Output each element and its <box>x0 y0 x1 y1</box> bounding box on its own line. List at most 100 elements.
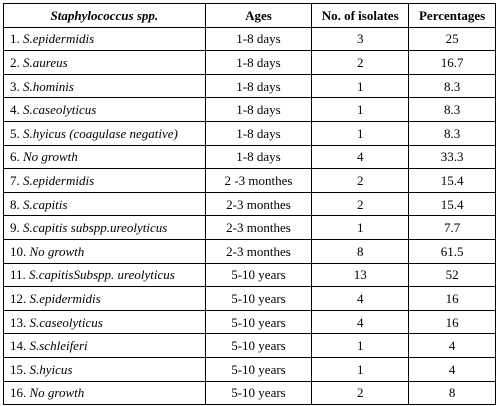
age-cell: 5-10 years <box>204 262 313 288</box>
species-cell: 13. S.caseolyticus <box>3 309 206 335</box>
percentage-cell: 25 <box>408 26 496 52</box>
isolates-cell: 4 <box>311 286 410 311</box>
species-name: S.hyicus (coagulase negative) <box>23 125 178 141</box>
table-row: 14. S.schleiferi 5-10 years 1 4 <box>3 333 496 358</box>
table-row: 12. S.epidermidis 5-10 years 4 16 <box>3 286 496 311</box>
row-number: 13. <box>10 314 27 330</box>
age-cell: 1-8 days <box>204 120 313 146</box>
species-name: S.capitisSubspp. ureolyticus <box>29 267 175 283</box>
species-cell: 4. S.caseolyticus <box>3 97 206 122</box>
age-cell: 1-8 days <box>204 50 313 75</box>
species-name: S.epidermidis <box>23 172 95 188</box>
percentage-cell: 7.7 <box>408 215 496 240</box>
table-row: 4. S.caseolyticus 1-8 days 1 8.3 <box>3 97 496 122</box>
row-number: 11. <box>10 267 26 283</box>
percentage-cell: 16 <box>408 309 496 335</box>
age-cell: 2-3 monthes <box>204 215 313 240</box>
isolates-cell: 1 <box>311 356 410 382</box>
isolates-cell: 1 <box>311 333 410 358</box>
table-row: 15. S.hyicus 5-10 years 1 4 <box>3 356 496 382</box>
row-number: 6. <box>10 149 20 165</box>
percentage-cell: 33.3 <box>408 144 496 170</box>
table-row: 2. S.aureus 1-8 days 2 16.7 <box>3 50 496 75</box>
age-cell: 1-8 days <box>204 73 313 99</box>
species-cell: 7. S.epidermidis <box>3 168 206 193</box>
row-number: 8. <box>10 196 20 212</box>
species-cell: 10. No growth <box>3 238 206 264</box>
isolates-cell: 8 <box>311 238 410 264</box>
table-row: 13. S.caseolyticus 5-10 years 4 16 <box>3 309 496 335</box>
table-row: 10. No growth 2-3 monthes 8 61.5 <box>3 238 496 264</box>
species-name: No growth <box>29 385 85 401</box>
species-name: S.capitis subspp.ureolyticus <box>23 220 168 236</box>
row-number: 10. <box>10 243 27 259</box>
isolates-cell: 1 <box>311 73 410 99</box>
age-cell: 1-8 days <box>204 144 313 170</box>
species-cell: 12. S.epidermidis <box>3 286 206 311</box>
species-cell: 16. No growth <box>3 380 206 406</box>
species-name: S.aureus <box>23 54 68 70</box>
isolates-cell: 2 <box>311 168 410 193</box>
row-number: 2. <box>10 54 20 70</box>
percentage-cell: 15.4 <box>408 168 496 193</box>
age-cell: 2 -3 monthes <box>204 168 313 193</box>
species-cell: 11. S.capitisSubspp. ureolyticus <box>3 262 206 288</box>
header-isolates: No. of isolates <box>311 3 410 28</box>
species-name: S.hominis <box>23 78 74 94</box>
table-row: 8. S.capitis 2-3 monthes 2 15.4 <box>3 191 496 217</box>
isolates-cell: 4 <box>311 144 410 170</box>
table-row: 1. S.epidermidis 1-8 days 3 25 <box>3 26 496 52</box>
species-name: S.caseolyticus <box>29 314 103 330</box>
percentage-cell: 52 <box>408 262 496 288</box>
isolates-cell: 4 <box>311 309 410 335</box>
row-number: 15. <box>10 361 27 377</box>
species-cell: 6. No growth <box>3 144 206 170</box>
table-row: 9. S.capitis subspp.ureolyticus 2-3 month… <box>3 215 496 240</box>
species-cell: 2. S.aureus <box>3 50 206 75</box>
header-species: Staphylococcus spp. <box>3 3 206 28</box>
species-name: S.schleiferi <box>29 338 88 354</box>
species-name: S.capitis <box>23 196 68 212</box>
age-cell: 5-10 years <box>204 286 313 311</box>
table-row: 11. S.capitisSubspp. ureolyticus 5-10 yea… <box>3 262 496 288</box>
isolates-cell: 1 <box>311 215 410 240</box>
percentage-cell: 8.3 <box>408 97 496 122</box>
row-number: 14. <box>10 338 27 354</box>
isolates-cell: 13 <box>311 262 410 288</box>
species-name: No growth <box>23 149 78 165</box>
row-number: 3. <box>10 78 20 94</box>
isolates-cell: 1 <box>311 97 410 122</box>
species-name: S.hyicus <box>29 361 73 377</box>
percentage-cell: 61.5 <box>408 238 496 264</box>
age-cell: 2-3 monthes <box>204 191 313 217</box>
row-number: 12. <box>10 290 27 306</box>
table-header: Staphylococcus spp. Ages No. of isolates… <box>3 3 496 28</box>
header-ages: Ages <box>204 3 313 28</box>
age-cell: 5-10 years <box>204 380 313 406</box>
species-name: S.epidermidis <box>23 31 95 47</box>
percentage-cell: 4 <box>408 356 496 382</box>
table-row: 6. No growth 1-8 days 4 33.3 <box>3 144 496 170</box>
row-number: 5. <box>10 125 20 141</box>
table-row: 3. S.hominis 1-8 days 1 8.3 <box>3 73 496 99</box>
species-cell: 8. S.capitis <box>3 191 206 217</box>
percentage-cell: 8.3 <box>408 73 496 99</box>
table-row: 7. S.epidermidis 2 -3 monthes 2 15.4 <box>3 168 496 193</box>
age-cell: 1-8 days <box>204 97 313 122</box>
species-name: No growth <box>29 243 85 259</box>
table-body: 1. S.epidermidis 1-8 days 3 25 2. S.aureus 1-… <box>3 26 496 406</box>
percentage-cell: 16 <box>408 286 496 311</box>
age-cell: 5-10 years <box>204 333 313 358</box>
header-percentages: Percentages <box>408 3 496 28</box>
age-cell: 2-3 monthes <box>204 238 313 264</box>
isolates-cell: 2 <box>311 191 410 217</box>
row-number: 7. <box>10 172 20 188</box>
row-number: 1. <box>10 31 20 47</box>
percentage-cell: 16.7 <box>408 50 496 75</box>
species-cell: 14. S.schleiferi <box>3 333 206 358</box>
table-row: 5. S.hyicus (coagulase negative) 1-8 days… <box>3 120 496 146</box>
species-name: S.epidermidis <box>29 290 101 306</box>
species-cell: 1. S.epidermidis <box>3 26 206 52</box>
header-row: Staphylococcus spp. Ages No. of isolates… <box>3 3 496 28</box>
isolates-cell: 2 <box>311 50 410 75</box>
